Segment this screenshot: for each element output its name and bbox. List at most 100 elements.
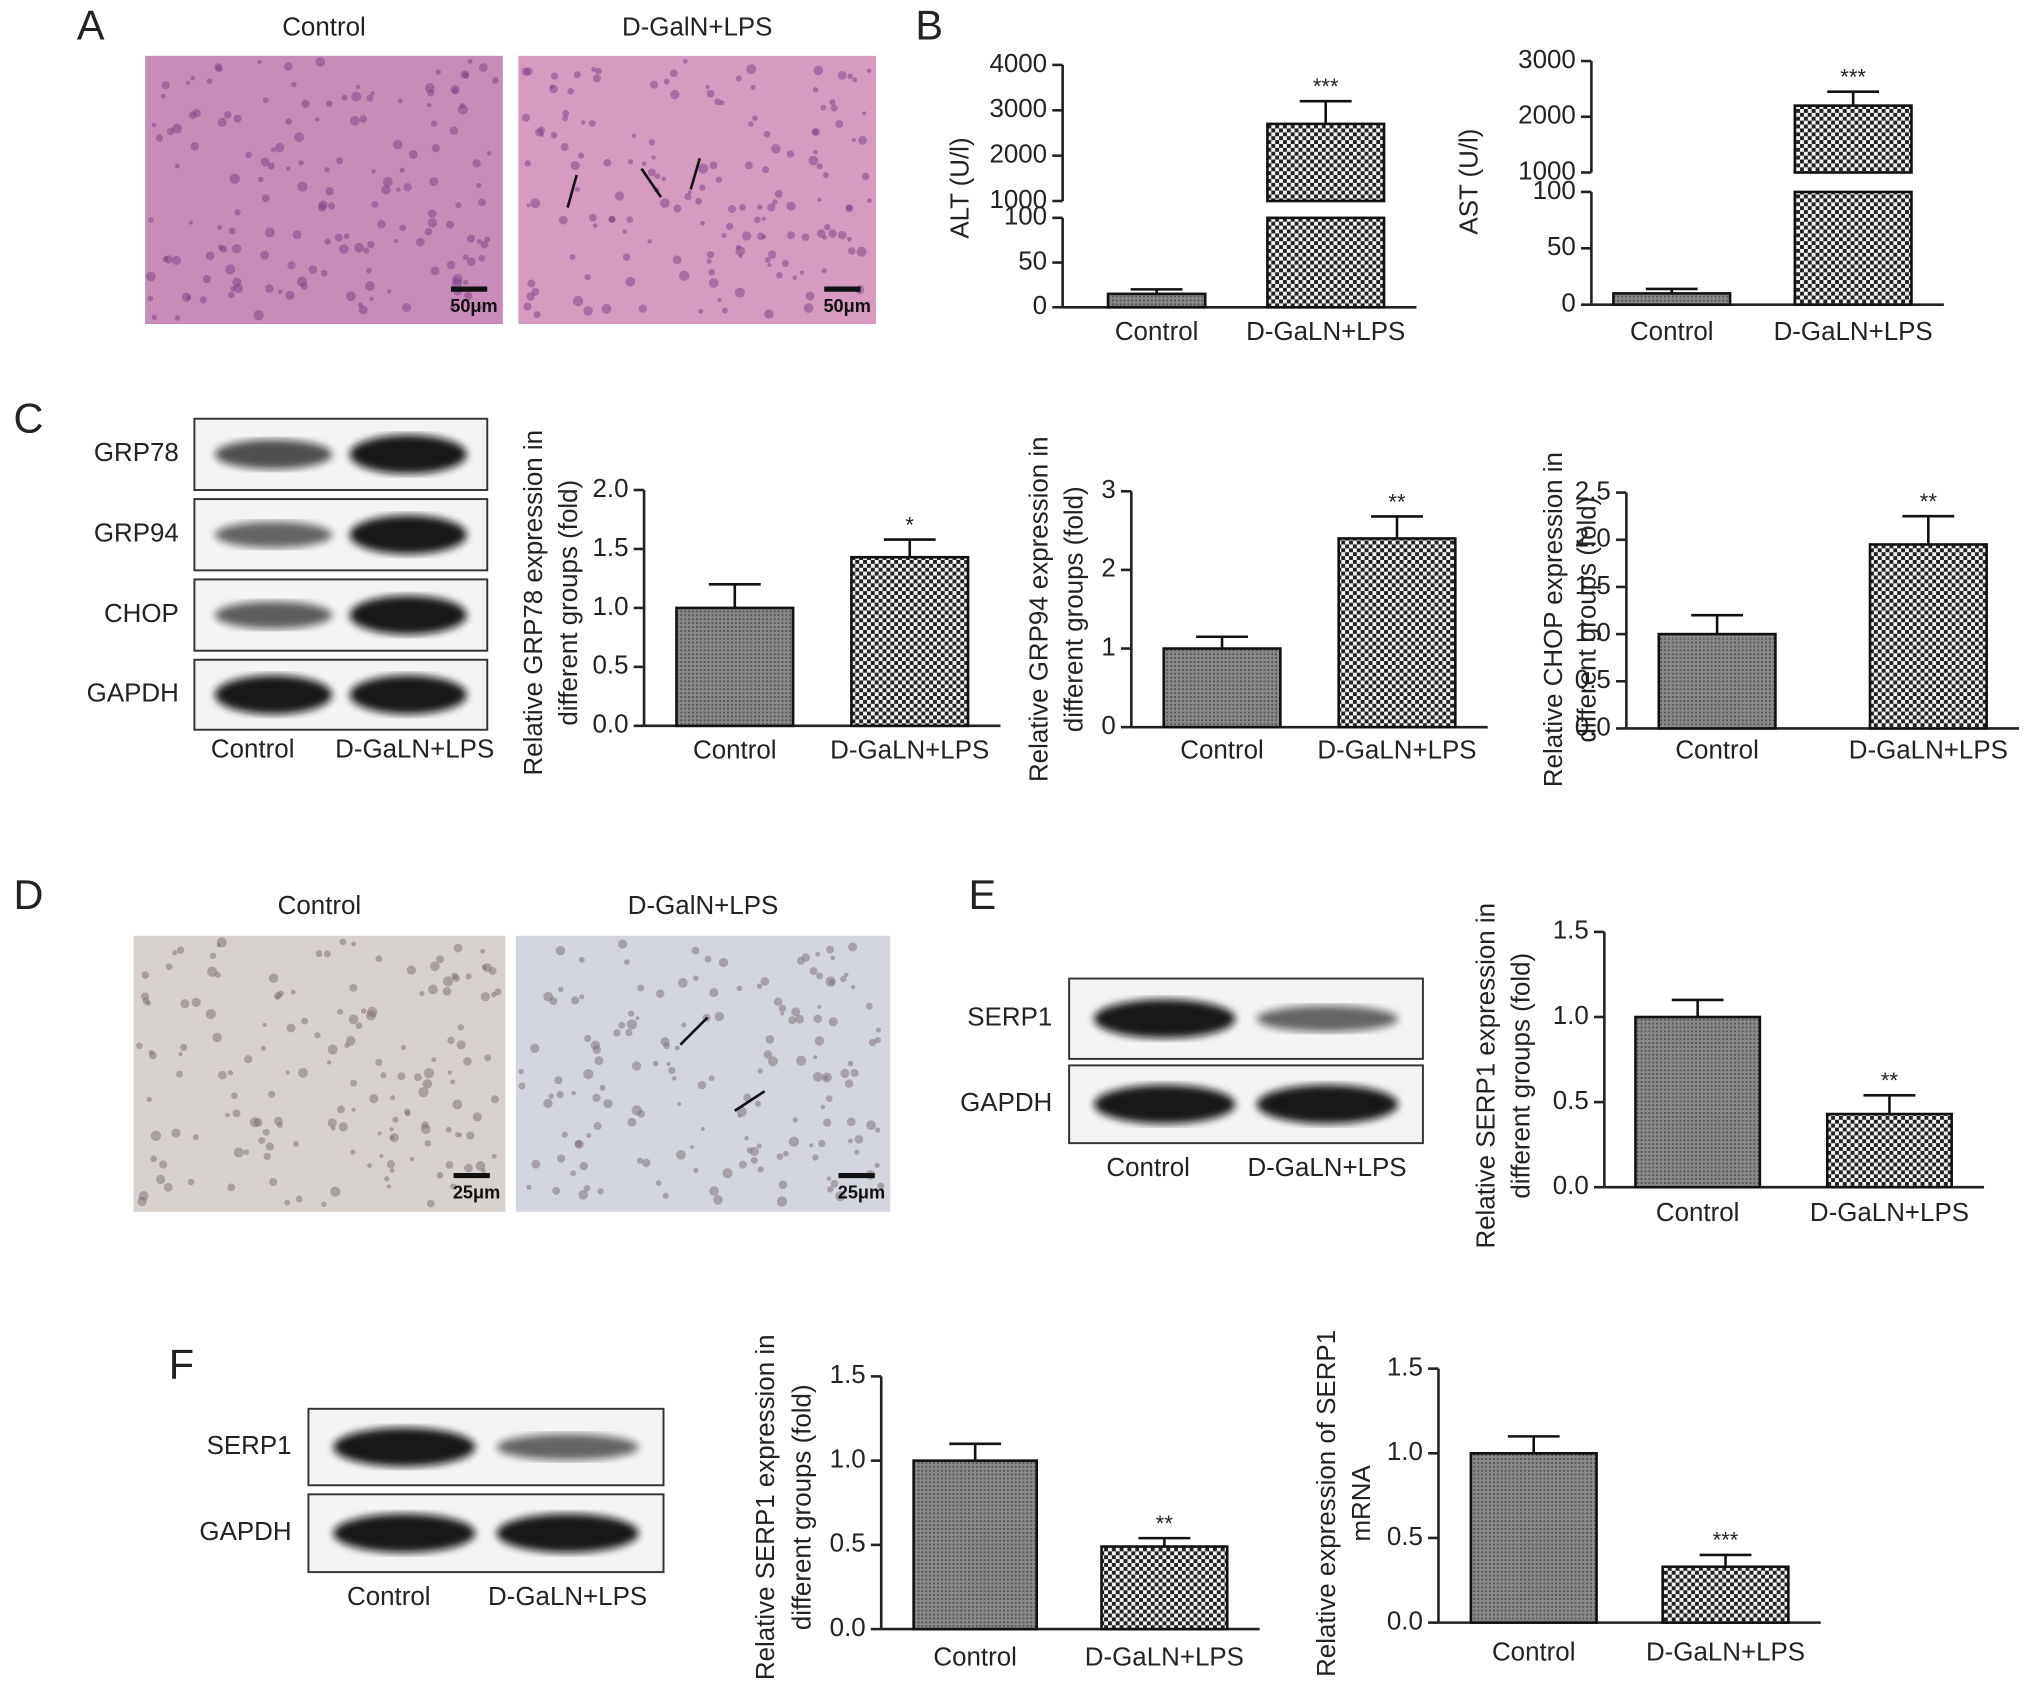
nucleus xyxy=(442,987,452,996)
nucleus xyxy=(781,259,789,267)
nucleus xyxy=(292,230,302,240)
nucleus xyxy=(268,973,279,984)
nucleus xyxy=(341,94,348,101)
nucleus xyxy=(673,204,682,213)
nucleus xyxy=(261,194,270,203)
nucleus xyxy=(579,994,585,1000)
nucleus xyxy=(141,992,150,1001)
nucleus xyxy=(567,87,574,95)
nucleus xyxy=(217,117,227,127)
y-tick-label: 1.0 xyxy=(1387,1438,1423,1466)
nucleus xyxy=(628,159,634,165)
blot-band xyxy=(496,1513,639,1553)
nucleus xyxy=(371,200,379,208)
y-axis-label: Relative SERP1 expression in xyxy=(1473,903,1501,1249)
nucleus xyxy=(212,1032,222,1043)
nucleus xyxy=(625,1028,633,1037)
nucleus xyxy=(533,311,541,319)
y-tick-label: 1.0 xyxy=(593,593,629,621)
nucleus xyxy=(764,257,771,263)
nucleus xyxy=(698,308,704,314)
nucleus xyxy=(486,151,492,156)
y-axis-label: Relative GRP78 expression in xyxy=(520,430,548,776)
y-tick-label: 1.5 xyxy=(593,534,629,562)
nucleus xyxy=(556,1090,564,1099)
nucleus xyxy=(151,122,157,128)
nucleus xyxy=(560,143,569,152)
nucleus xyxy=(260,250,270,260)
nucleus xyxy=(446,220,455,229)
nucleus xyxy=(805,291,815,301)
nucleus xyxy=(397,98,403,104)
nucleus xyxy=(422,1079,433,1089)
nucleus xyxy=(595,67,602,75)
nucleus xyxy=(227,1183,236,1192)
nucleus xyxy=(704,955,712,963)
image-caption: Control xyxy=(278,892,362,920)
x-tick-label: D-GaLN+LPS xyxy=(1646,1639,1805,1667)
nucleus xyxy=(351,1107,356,1112)
nucleus xyxy=(637,984,645,992)
nucleus xyxy=(270,147,276,153)
nucleus xyxy=(628,1010,635,1017)
nucleus xyxy=(233,114,242,123)
nucleus xyxy=(344,1042,350,1048)
nucleus xyxy=(484,236,491,243)
nucleus xyxy=(452,273,463,285)
nucleus xyxy=(269,1177,278,1186)
nucleus xyxy=(801,953,810,962)
nucleus xyxy=(865,1002,873,1010)
nucleus xyxy=(830,955,836,961)
nucleus xyxy=(570,1170,577,1177)
nucleus xyxy=(523,302,532,311)
nucleus xyxy=(477,305,482,310)
nucleus xyxy=(430,120,438,127)
nucleus xyxy=(778,1180,788,1190)
x-tick-label: D-GaLN+LPS xyxy=(1849,737,2008,765)
nucleus xyxy=(260,157,270,167)
nucleus xyxy=(436,1172,444,1179)
nucleus xyxy=(295,1195,303,1203)
nucleus xyxy=(382,176,393,187)
nucleus xyxy=(155,1174,166,1185)
nucleus xyxy=(825,1095,833,1102)
nucleus xyxy=(522,113,530,122)
nucleus xyxy=(260,1045,266,1051)
nucleus xyxy=(458,1132,463,1137)
nucleus xyxy=(840,975,847,983)
nucleus xyxy=(162,256,169,263)
y-tick-label: 50 xyxy=(1547,233,1576,261)
nucleus xyxy=(435,69,441,75)
nucleus xyxy=(475,1161,486,1171)
blot-band xyxy=(349,515,467,555)
nucleus xyxy=(647,168,656,177)
nucleus xyxy=(868,1038,877,1047)
nucleus xyxy=(828,229,837,238)
nucleus xyxy=(866,1120,876,1131)
bar xyxy=(1825,1112,1953,1189)
nucleus xyxy=(339,938,347,946)
nucleus xyxy=(456,1040,466,1050)
nucleus xyxy=(874,1162,880,1168)
significance: ** xyxy=(1881,1068,1899,1093)
nucleus xyxy=(734,287,745,298)
nucleus xyxy=(358,305,368,315)
nucleus xyxy=(654,173,661,180)
nucleus xyxy=(284,1199,290,1206)
nucleus xyxy=(314,1032,321,1039)
nucleus xyxy=(409,1156,415,1162)
nucleus xyxy=(231,243,242,254)
nucleus xyxy=(652,1060,659,1067)
nucleus xyxy=(844,972,849,978)
nucleus xyxy=(399,224,407,232)
nucleus xyxy=(763,130,771,138)
nucleus xyxy=(478,254,486,262)
nucleus xyxy=(420,1124,431,1135)
blot-band xyxy=(1093,999,1236,1039)
nucleus xyxy=(290,989,296,995)
nucleus xyxy=(464,1163,473,1173)
nucleus xyxy=(223,111,232,119)
significance: *** xyxy=(1713,1528,1739,1553)
nucleus xyxy=(767,203,776,212)
nucleus xyxy=(718,957,729,968)
